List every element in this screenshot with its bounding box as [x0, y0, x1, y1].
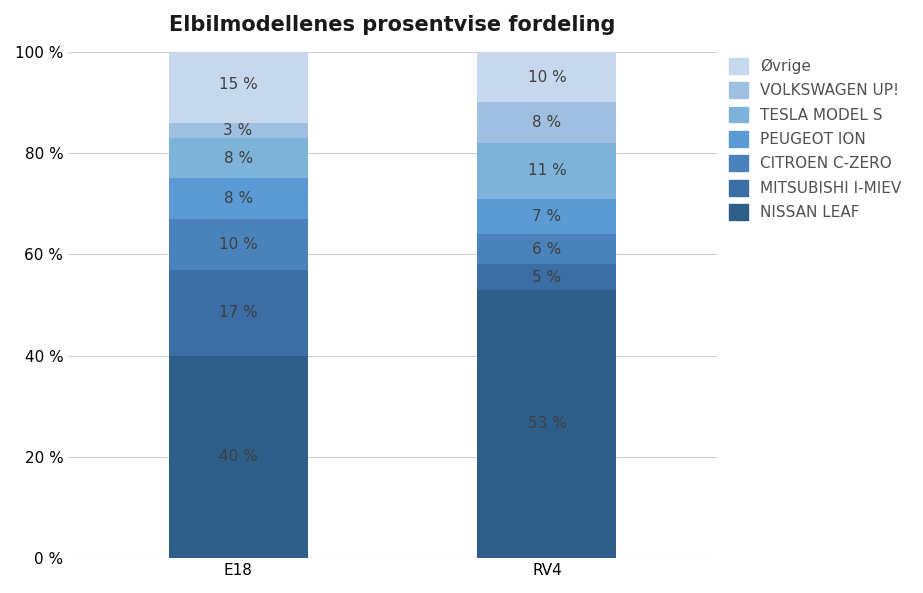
Bar [169, 356, 307, 558]
Bar [169, 270, 307, 356]
Legend: Øvrige, VOLKSWAGEN UP!, TESLA MODEL S, PEUGEOT ION, CITROEN C-ZERO, MITSUBISHI I: Øvrige, VOLKSWAGEN UP!, TESLA MODEL S, P… [724, 52, 907, 227]
Bar [169, 219, 307, 270]
Bar [477, 264, 617, 290]
Bar [477, 103, 617, 143]
Text: 8 %: 8 % [223, 191, 253, 206]
Bar [477, 234, 617, 264]
Bar [477, 199, 617, 234]
Text: 40 %: 40 % [219, 449, 258, 464]
Text: 10 %: 10 % [219, 237, 258, 252]
Text: 15 %: 15 % [219, 77, 258, 93]
Text: 8 %: 8 % [533, 115, 561, 130]
Bar [477, 52, 617, 103]
Text: 10 %: 10 % [528, 69, 567, 85]
Text: 3 %: 3 % [223, 123, 253, 138]
Bar [169, 123, 307, 138]
Title: Elbilmodellenes prosentvise fordeling: Elbilmodellenes prosentvise fordeling [169, 15, 616, 35]
Text: 17 %: 17 % [219, 305, 258, 320]
Text: 8 %: 8 % [223, 151, 253, 165]
Text: 7 %: 7 % [533, 209, 561, 224]
Text: 53 %: 53 % [528, 416, 567, 432]
Bar [477, 290, 617, 558]
Bar [169, 138, 307, 178]
Bar [169, 178, 307, 219]
Text: 5 %: 5 % [533, 270, 561, 285]
Text: 6 %: 6 % [533, 242, 561, 257]
Bar [477, 143, 617, 199]
Text: 11 %: 11 % [528, 163, 567, 178]
Bar [169, 47, 307, 123]
